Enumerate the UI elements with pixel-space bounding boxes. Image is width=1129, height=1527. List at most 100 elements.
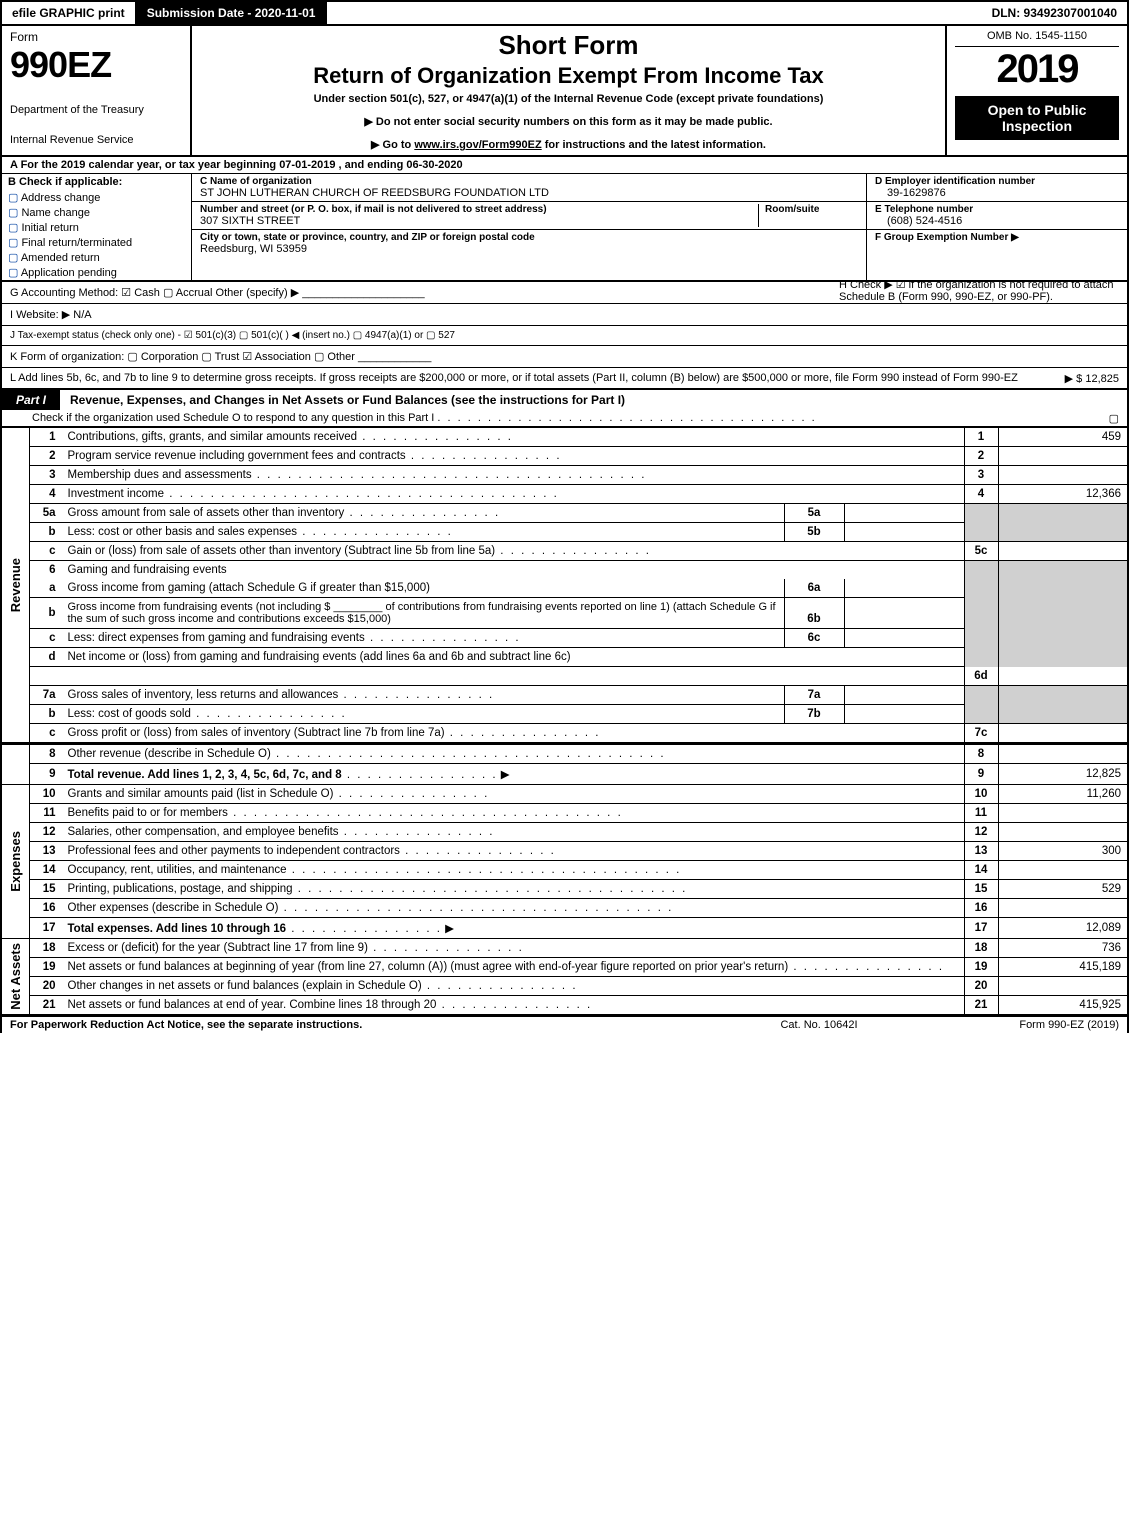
box-c: C Name of organization ST JOHN LUTHERAN … <box>192 174 867 280</box>
line-7a-val <box>844 685 964 704</box>
dept-treasury: Department of the Treasury <box>10 104 182 116</box>
line-15-amt: 529 <box>998 879 1128 898</box>
line-18-desc: Excess or (deficit) for the year (Subtra… <box>62 938 965 957</box>
part1-title: Revenue, Expenses, and Changes in Net As… <box>60 390 1127 410</box>
row-i-website: I Website: ▶ N/A <box>0 304 1129 326</box>
header-left: Form 990EZ Department of the Treasury In… <box>2 26 192 155</box>
expenses-section-label: Expenses <box>1 784 30 938</box>
tax-period: A For the 2019 calendar year, or tax yea… <box>0 157 1129 174</box>
line-14-amt <box>998 860 1128 879</box>
footer-form-id: Form 990-EZ (2019) <box>919 1019 1119 1031</box>
title-return: Return of Organization Exempt From Incom… <box>204 63 933 89</box>
footer-paperwork: For Paperwork Reduction Act Notice, see … <box>10 1019 719 1031</box>
row-g-accounting: G Accounting Method: ☑ Cash ▢ Accrual Ot… <box>0 282 1129 304</box>
line-5c-amt <box>998 542 1128 561</box>
line-13-desc: Professional fees and other payments to … <box>62 841 965 860</box>
line-12-amt <box>998 822 1128 841</box>
line-9-amt: 12,825 <box>998 763 1128 784</box>
footer-catalog: Cat. No. 10642I <box>719 1019 919 1031</box>
revenue-section-label: Revenue <box>1 428 30 743</box>
line-17-amt: 12,089 <box>998 917 1128 938</box>
line-20-amt <box>998 976 1128 995</box>
line-7c-amt <box>998 723 1128 743</box>
line-7c-desc: Gross profit or (loss) from sales of inv… <box>62 723 965 743</box>
line-21-amt: 415,925 <box>998 995 1128 1015</box>
line-6-desc: Gaming and fundraising events <box>62 561 965 580</box>
part1-check-text: Check if the organization used Schedule … <box>2 410 1109 426</box>
header-right: OMB No. 1545-1150 2019 Open to Public In… <box>947 26 1127 155</box>
line-5a-desc: Gross amount from sale of assets other t… <box>62 504 785 523</box>
street-label: Number and street (or P. O. box, if mail… <box>200 204 758 215</box>
note-no-ssn: ▶ Do not enter social security numbers o… <box>204 115 933 128</box>
line-7b-val <box>844 704 964 723</box>
line-19-amt: 415,189 <box>998 957 1128 976</box>
omb-number: OMB No. 1545-1150 <box>955 30 1119 47</box>
line-6c-desc: Less: direct expenses from gaming and fu… <box>62 629 785 648</box>
line-9-desc: Total revenue. Add lines 1, 2, 3, 4, 5c,… <box>62 763 965 784</box>
line-3-desc: Membership dues and assessments <box>62 466 965 485</box>
line-6d-desc: Net income or (loss) from gaming and fun… <box>62 648 965 667</box>
line-21-desc: Net assets or fund balances at end of ye… <box>62 995 965 1015</box>
line-20-desc: Other changes in net assets or fund bala… <box>62 976 965 995</box>
line-1-desc: Contributions, gifts, grants, and simila… <box>62 428 965 447</box>
chk-amended-return[interactable]: Amended return <box>2 250 191 265</box>
chk-name-change[interactable]: Name change <box>2 205 191 220</box>
open-to-public: Open to Public Inspection <box>955 96 1119 140</box>
line-6a-val <box>844 579 964 598</box>
line-5a-val <box>844 504 964 523</box>
line-7a-desc: Gross sales of inventory, less returns a… <box>62 685 785 704</box>
phone: (608) 524-4516 <box>875 215 1119 227</box>
form-header: Form 990EZ Department of the Treasury In… <box>0 26 1129 157</box>
box-def: D Employer identification number 39-1629… <box>867 174 1127 280</box>
entity-info: B Check if applicable: Address change Na… <box>0 174 1129 282</box>
line-12-desc: Salaries, other compensation, and employ… <box>62 822 965 841</box>
form-word: Form <box>10 30 182 44</box>
line-14-desc: Occupancy, rent, utilities, and maintena… <box>62 860 965 879</box>
row-l-gross-receipts: L Add lines 5b, 6c, and 7b to line 9 to … <box>0 368 1129 390</box>
box-b: B Check if applicable: Address change Na… <box>2 174 192 280</box>
chk-address-change[interactable]: Address change <box>2 190 191 205</box>
line-11-amt <box>998 803 1128 822</box>
line-2-desc: Program service revenue including govern… <box>62 447 965 466</box>
line-17-desc: Total expenses. Add lines 10 through 16 … <box>62 917 965 938</box>
subtitle: Under section 501(c), 527, or 4947(a)(1)… <box>204 93 933 105</box>
line-5b-val <box>844 523 964 542</box>
chk-initial-return[interactable]: Initial return <box>2 220 191 235</box>
chk-final-return[interactable]: Final return/terminated <box>2 235 191 250</box>
line-11-desc: Benefits paid to or for members <box>62 803 965 822</box>
line-6b-val <box>844 598 964 629</box>
row-j-tax-exempt: J Tax-exempt status (check only one) - ☑… <box>0 326 1129 346</box>
line-18-amt: 736 <box>998 938 1128 957</box>
tax-year: 2019 <box>955 47 1119 92</box>
street: 307 SIXTH STREET <box>200 215 758 227</box>
line-3-amt <box>998 466 1128 485</box>
gross-receipts-amount: ▶ $ 12,825 <box>1065 372 1119 385</box>
irs-link[interactable]: www.irs.gov/Form990EZ <box>414 139 541 151</box>
line-8-amt <box>998 744 1128 763</box>
line-4-amt: 12,366 <box>998 485 1128 504</box>
line-6d-amt <box>998 667 1128 686</box>
org-name-label: C Name of organization <box>200 176 858 187</box>
line-1-rn: 1 <box>964 428 998 447</box>
net-assets-section-label: Net Assets <box>1 938 30 1015</box>
part1-checkbox[interactable]: ▢ <box>1109 412 1127 425</box>
header-title-block: Short Form Return of Organization Exempt… <box>192 26 947 155</box>
topbar: efile GRAPHIC print Submission Date - 20… <box>0 0 1129 26</box>
line-5c-desc: Gain or (loss) from sale of assets other… <box>62 542 965 561</box>
line-6c-val <box>844 629 964 648</box>
line-10-desc: Grants and similar amounts paid (list in… <box>62 784 965 803</box>
part1-check-row: Check if the organization used Schedule … <box>0 410 1129 427</box>
line-6a-desc: Gross income from gaming (attach Schedul… <box>62 579 785 598</box>
line-16-amt <box>998 898 1128 917</box>
city-label: City or town, state or province, country… <box>200 232 858 243</box>
phone-label: E Telephone number <box>875 204 1119 215</box>
efile-label: efile GRAPHIC print <box>2 2 137 24</box>
line-1-num: 1 <box>30 428 62 447</box>
chk-application-pending[interactable]: Application pending <box>2 265 191 280</box>
line-5b-desc: Less: cost or other basis and sales expe… <box>62 523 785 542</box>
ein-label: D Employer identification number <box>875 176 1119 187</box>
ein: 39-1629876 <box>875 187 1119 199</box>
box-b-header: B Check if applicable: <box>2 174 191 190</box>
line-2-amt <box>998 447 1128 466</box>
line-1-amt: 459 <box>998 428 1128 447</box>
